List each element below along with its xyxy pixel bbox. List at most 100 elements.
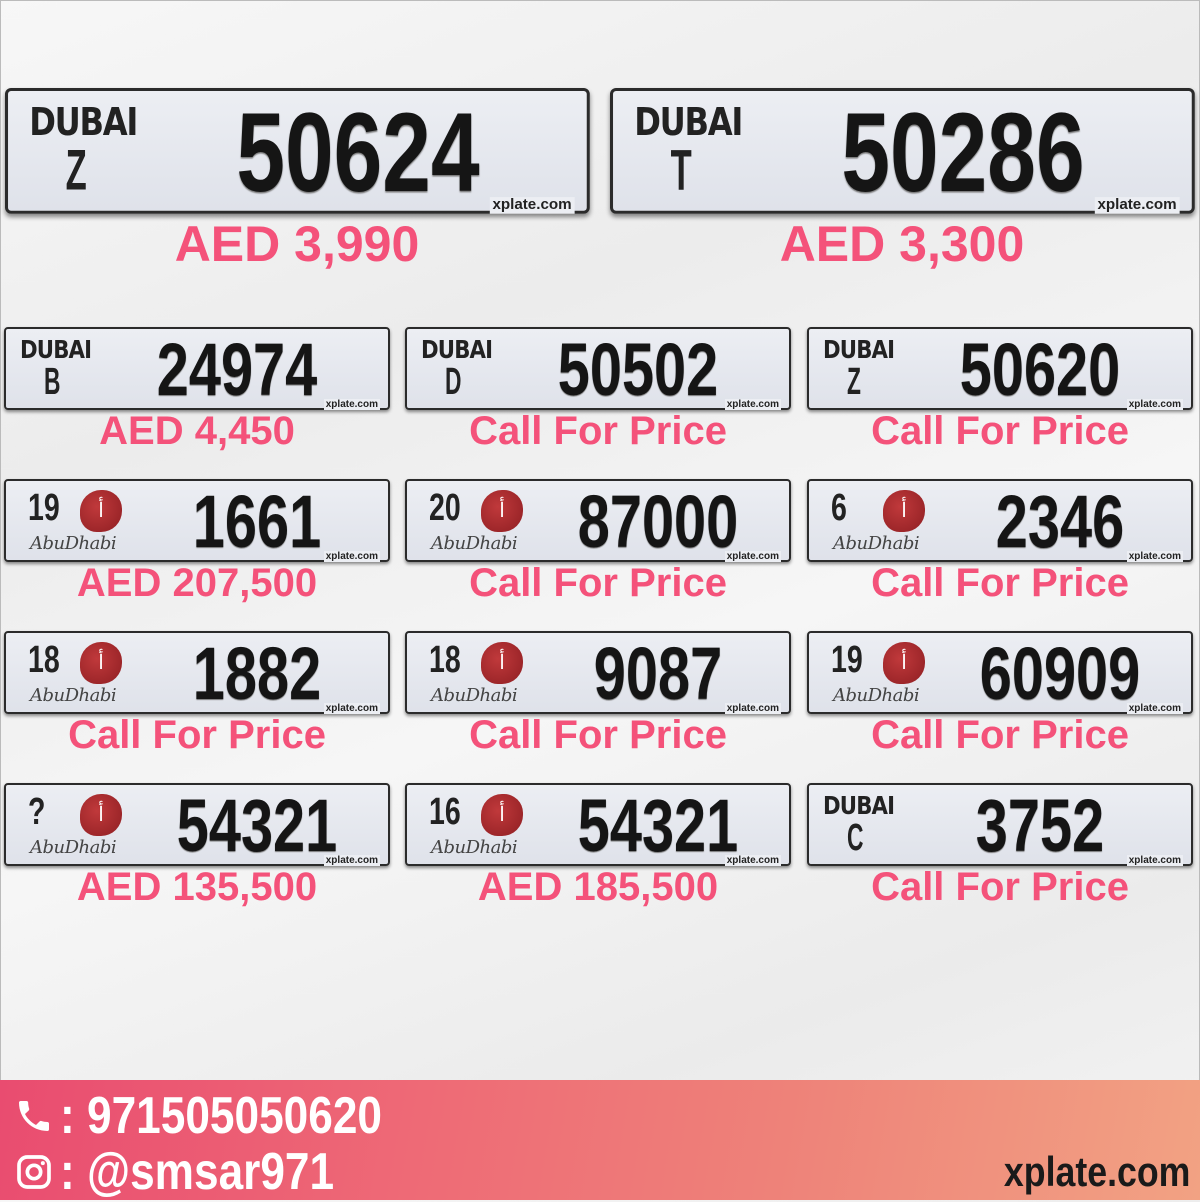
plate-listing[interactable]: 20 أ AbuDhabi 87000 xplate.com Call For Price — [405, 479, 791, 605]
plate-price: Call For Price — [68, 713, 326, 757]
plate-watermark: xplate.com — [724, 703, 781, 714]
abu-dhabi-emblem-icon: أ — [80, 642, 122, 684]
plate-number: 2346 — [995, 480, 1125, 563]
abu-dhabi-logo: AbuDhabi — [30, 685, 117, 706]
plate-number: 50624 — [236, 89, 480, 216]
plate-watermark: xplate.com — [1126, 855, 1183, 866]
plate-listing[interactable]: DUBAI C 3752 xplate.com Call For Price — [807, 783, 1193, 909]
abu-dhabi-logo: AbuDhabi — [30, 533, 117, 554]
abu-dhabi-emblem-icon: أ — [481, 642, 523, 684]
plate-listing[interactable]: 19 أ AbuDhabi 1661 xplate.com AED 207,500 — [4, 479, 390, 605]
phone-row[interactable]: : 971505050620 — [8, 1086, 439, 1146]
plate-code: D — [445, 361, 462, 403]
license-plate[interactable]: DUBAI C 3752 xplate.com — [807, 783, 1193, 866]
abu-dhabi-logo: AbuDhabi — [431, 685, 518, 706]
dubai-logo: DUBAI — [823, 335, 895, 364]
plate-listing[interactable]: 18 أ AbuDhabi 9087 xplate.com Call For Price — [405, 631, 791, 757]
plate-listing[interactable]: ? أ AbuDhabi 54321 xplate.com AED 135,500 — [4, 783, 390, 909]
plate-listing[interactable]: 19 أ AbuDhabi 60909 xplate.com Call For Price — [807, 631, 1193, 757]
plate-listing[interactable]: DUBAI T 50286 xplate.com AED 3,300 — [610, 88, 1195, 272]
dubai-logo: DUBAI — [634, 100, 743, 145]
plate-code: 18 — [28, 639, 60, 681]
plate-price: AED 3,300 — [779, 216, 1025, 272]
plate-listing[interactable]: DUBAI D 50502 xplate.com Call For Price — [405, 327, 791, 453]
plate-listing[interactable]: 6 أ AbuDhabi 2346 xplate.com Call For Price — [807, 479, 1193, 605]
abu-dhabi-emblem-icon: أ — [883, 642, 925, 684]
plate-price: Call For Price — [871, 561, 1129, 605]
plate-code: C — [847, 817, 864, 859]
plate-listing[interactable]: DUBAI B 24974 xplate.com AED 4,450 — [4, 327, 390, 453]
plate-watermark: xplate.com — [323, 855, 380, 866]
plate-code: B — [44, 361, 61, 403]
plate-code: Z — [847, 361, 861, 403]
plate-listing[interactable]: 16 أ AbuDhabi 54321 xplate.com AED 185,500 — [405, 783, 791, 909]
plate-price: Call For Price — [871, 713, 1129, 757]
plate-number: 87000 — [577, 480, 739, 563]
plate-watermark: xplate.com — [724, 551, 781, 562]
license-plate[interactable]: 19 أ AbuDhabi 60909 xplate.com — [807, 631, 1193, 714]
plate-price: Call For Price — [469, 713, 727, 757]
abu-dhabi-emblem-icon: أ — [80, 794, 122, 836]
plate-number: 1882 — [192, 632, 322, 715]
abu-dhabi-logo: AbuDhabi — [833, 685, 920, 706]
contact-footer: : 971505050620 : @smsar971 xplate.com — [0, 1080, 1200, 1202]
plate-code: ? — [28, 791, 46, 833]
site-name: xplate.com — [1003, 1148, 1190, 1195]
license-plate[interactable]: DUBAI Z 50620 xplate.com — [807, 327, 1193, 410]
dubai-logo: DUBAI — [823, 791, 895, 820]
abu-dhabi-logo: AbuDhabi — [833, 533, 920, 554]
plate-price: Call For Price — [469, 409, 727, 453]
plate-price: AED 207,500 — [76, 561, 318, 605]
plate-code: 18 — [429, 639, 461, 681]
license-plate[interactable]: 18 أ AbuDhabi 1882 xplate.com — [4, 631, 390, 714]
plate-number: 50286 — [841, 89, 1085, 216]
dubai-logo: DUBAI — [29, 100, 138, 145]
plate-watermark: xplate.com — [1126, 551, 1183, 562]
plate-code: 19 — [28, 487, 60, 529]
plate-number: 54321 — [577, 784, 739, 867]
plate-number: 60909 — [979, 632, 1141, 715]
license-plate[interactable]: DUBAI T 50286 xplate.com — [610, 88, 1195, 214]
plate-number: 24974 — [156, 328, 318, 411]
plate-watermark: xplate.com — [1094, 197, 1180, 214]
license-plate[interactable]: ? أ AbuDhabi 54321 xplate.com — [4, 783, 390, 866]
phone-icon — [8, 1093, 60, 1139]
plate-watermark: xplate.com — [1126, 399, 1183, 410]
abu-dhabi-emblem-icon: أ — [481, 794, 523, 836]
plate-watermark: xplate.com — [489, 197, 575, 214]
instagram-row[interactable]: : @smsar971 — [8, 1142, 382, 1202]
plate-number: 54321 — [176, 784, 338, 867]
license-plate[interactable]: DUBAI Z 50624 xplate.com — [5, 88, 590, 214]
abu-dhabi-emblem-icon: أ — [481, 490, 523, 532]
plate-price: Call For Price — [871, 409, 1129, 453]
plate-watermark: xplate.com — [323, 551, 380, 562]
plate-number: 50502 — [557, 328, 719, 411]
plate-number: 1661 — [192, 480, 322, 563]
license-plate[interactable]: 16 أ AbuDhabi 54321 xplate.com — [405, 783, 791, 866]
plate-code: 16 — [429, 791, 461, 833]
license-plate[interactable]: 18 أ AbuDhabi 9087 xplate.com — [405, 631, 791, 714]
phone-number: : 971505050620 — [60, 1087, 382, 1145]
plate-watermark: xplate.com — [724, 399, 781, 410]
plate-number: 50620 — [959, 328, 1121, 411]
license-plate[interactable]: 6 أ AbuDhabi 2346 xplate.com — [807, 479, 1193, 562]
abu-dhabi-logo: AbuDhabi — [30, 837, 117, 858]
plate-watermark: xplate.com — [323, 399, 380, 410]
plate-code: Z — [65, 139, 87, 204]
plate-listing[interactable]: 18 أ AbuDhabi 1882 xplate.com Call For Price — [4, 631, 390, 757]
plate-code: T — [670, 139, 692, 204]
license-plate[interactable]: DUBAI B 24974 xplate.com — [4, 327, 390, 410]
plate-listing[interactable]: DUBAI Z 50624 xplate.com AED 3,990 — [5, 88, 590, 272]
plate-listing[interactable]: DUBAI Z 50620 xplate.com Call For Price — [807, 327, 1193, 453]
plate-price: AED 185,500 — [477, 865, 719, 909]
license-plate[interactable]: DUBAI D 50502 xplate.com — [405, 327, 791, 410]
license-plate[interactable]: 20 أ AbuDhabi 87000 xplate.com — [405, 479, 791, 562]
abu-dhabi-emblem-icon: أ — [883, 490, 925, 532]
abu-dhabi-logo: AbuDhabi — [431, 533, 518, 554]
license-plate[interactable]: 19 أ AbuDhabi 1661 xplate.com — [4, 479, 390, 562]
plate-number: 9087 — [593, 632, 723, 715]
plate-watermark: xplate.com — [1126, 703, 1183, 714]
plate-price: Call For Price — [871, 865, 1129, 909]
instagram-icon — [8, 1149, 60, 1195]
dubai-logo: DUBAI — [421, 335, 493, 364]
